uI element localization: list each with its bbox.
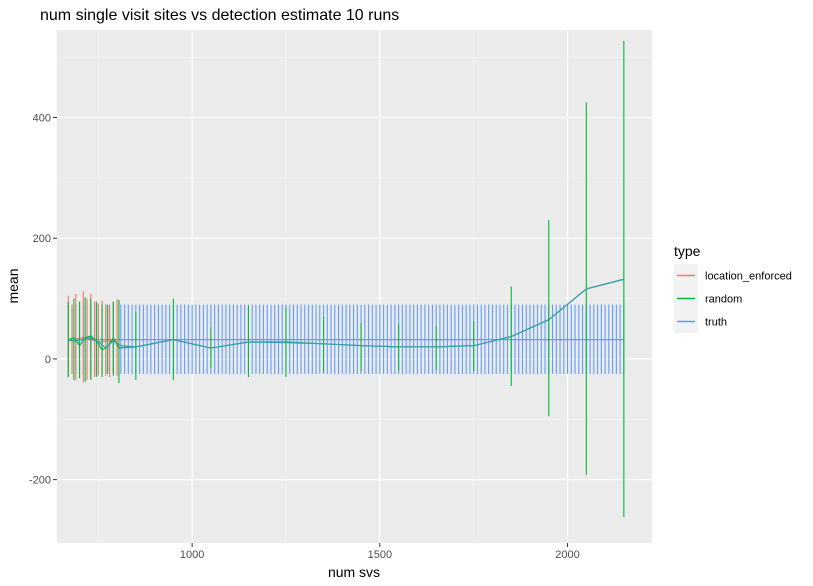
x-axis-title: num svs bbox=[328, 564, 380, 580]
y-tick-label: 400 bbox=[33, 113, 51, 125]
chart-title: num single visit sites vs detection esti… bbox=[40, 7, 399, 24]
legend-label: random bbox=[705, 294, 742, 306]
x-axis: 1000 1500 2000 bbox=[180, 543, 580, 561]
y-tick-label: 200 bbox=[33, 233, 51, 245]
y-axis: -200 0 200 400 bbox=[29, 113, 57, 487]
smooth-line bbox=[68, 278, 624, 349]
legend-label: truth bbox=[705, 317, 727, 329]
x-tick-label: 2000 bbox=[555, 549, 579, 561]
grid-minor bbox=[57, 30, 652, 543]
plot-panel bbox=[57, 30, 652, 543]
legend-title: type bbox=[674, 243, 701, 259]
location-enforced-line bbox=[68, 336, 118, 343]
smooth-line-layer bbox=[68, 278, 624, 349]
x-tick-label: 1500 bbox=[368, 549, 392, 561]
y-tick-label: -200 bbox=[29, 475, 51, 487]
y-axis-title: mean bbox=[5, 268, 21, 303]
x-tick-label: 1000 bbox=[180, 549, 204, 561]
y-tick-label: 0 bbox=[45, 354, 51, 366]
legend-label: location_enforced bbox=[705, 271, 792, 283]
